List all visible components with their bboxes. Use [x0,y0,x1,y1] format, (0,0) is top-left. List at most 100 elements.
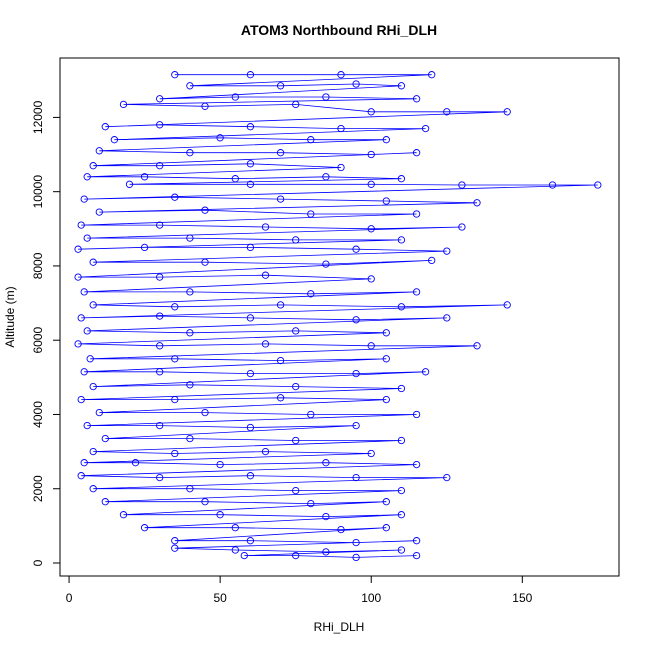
data-point [292,382,300,391]
y-tick-label: 4000 [31,401,45,428]
data-point [397,511,406,519]
data-point [240,551,248,560]
y-tick-label: 6000 [31,327,45,354]
data-point [352,421,360,430]
data-point [443,473,451,482]
data-point [261,271,270,279]
data-point [101,434,109,443]
data-point [231,546,239,554]
data-point [458,181,466,189]
data-point [186,485,194,493]
data-point [201,206,209,214]
x-tick-label: 0 [66,591,73,605]
y-tick-label: 2000 [31,475,45,502]
data-point [276,356,285,365]
data-point [101,498,109,506]
data-point [307,136,315,144]
y-axis: 0 2000 4000 6000 8000 10000 12000 [31,100,61,566]
data-point [74,340,82,348]
data-point [382,524,390,532]
chart-title: ATOM3 Northbound RHi_DLH [241,22,437,38]
data-point [216,460,224,469]
data-point [156,121,164,129]
data-point [131,459,140,467]
data-point [77,472,85,480]
data-point [261,447,270,456]
data-point [276,394,285,402]
data-point [156,473,164,482]
data-point [397,303,406,311]
data-point [367,150,375,159]
data-point [352,80,360,88]
data-point [382,197,390,205]
data-point [156,368,164,376]
data-point [307,210,315,218]
data-point [171,449,179,458]
data-point [89,162,97,170]
data-point [443,247,451,255]
data-point [276,301,285,309]
data-point [412,288,421,296]
data-point [397,175,406,183]
data-point [171,303,179,311]
data-point [216,511,224,519]
data-point [246,71,255,79]
data-point [322,459,330,467]
data-point [337,525,345,534]
data-point [367,342,375,350]
data-point [322,548,330,556]
data-point [83,327,91,335]
data-point [83,234,91,242]
data-point [367,108,375,116]
data-point [231,93,239,101]
data-point [156,273,164,281]
data-point [428,256,436,265]
data-point [77,221,85,229]
data-point [352,245,360,253]
data-point [397,384,406,393]
data-point [367,275,375,283]
y-tick-label: 12000 [31,100,45,134]
data-point [307,499,315,508]
data-point [276,195,285,203]
data-point [77,395,85,404]
data-point [412,210,421,218]
data-point [89,382,97,391]
data-point [186,234,194,242]
x-tick-label: 50 [213,591,227,605]
data-point [201,408,209,417]
x-axis-label: RHi_DLH [314,620,365,634]
data-point [246,243,255,252]
data-point [171,71,179,79]
data-point [261,340,270,348]
data-point [412,537,421,545]
data-point [548,181,557,189]
data-point [382,395,390,404]
data-point [246,537,255,545]
data-point [473,199,481,207]
data-point [156,162,164,170]
data-point [352,316,360,324]
data-point [86,355,94,363]
data-point [231,175,239,183]
data-point [186,329,194,337]
data-point [89,447,97,456]
data-point [421,124,430,133]
data-point [246,180,255,188]
data-point [201,102,209,110]
x-tick-label: 100 [361,591,381,605]
data-point [246,314,255,322]
data-point [412,149,421,157]
data-point [337,163,345,172]
data-point [89,258,97,266]
data-point [261,223,270,231]
data-point [292,486,300,495]
data-point [246,369,255,378]
plot-frame [59,57,620,577]
data-point [594,181,602,189]
data-point [201,498,209,506]
data-point [246,423,255,432]
data-point [125,180,134,188]
data-point [140,524,149,532]
